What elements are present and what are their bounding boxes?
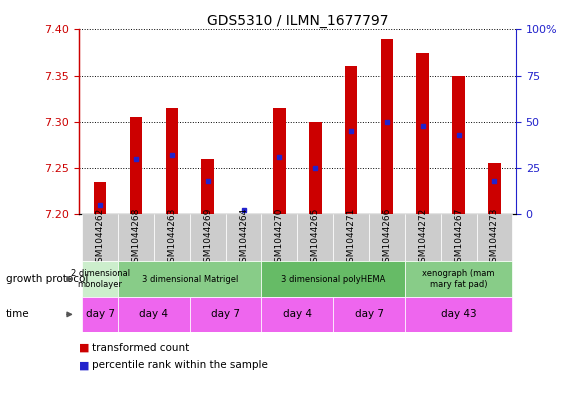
Bar [82, 214, 118, 261]
Text: GSM1044268: GSM1044268 [132, 208, 141, 268]
Text: GSM1044263: GSM1044263 [167, 208, 177, 268]
Text: 3 dimensional Matrigel: 3 dimensional Matrigel [142, 275, 238, 283]
Title: GDS5310 / ILMN_1677797: GDS5310 / ILMN_1677797 [206, 15, 388, 28]
Text: day 4: day 4 [139, 309, 168, 320]
Bar [82, 261, 118, 297]
Bar [309, 122, 321, 214]
Bar [118, 261, 262, 297]
Text: GSM1044273: GSM1044273 [490, 208, 499, 268]
Bar [416, 53, 429, 214]
Bar [190, 297, 262, 332]
Text: growth protocol: growth protocol [6, 274, 88, 284]
Bar [405, 214, 441, 261]
Bar [488, 163, 501, 214]
Text: GSM1044271: GSM1044271 [346, 208, 356, 268]
Bar [345, 66, 357, 214]
Bar [262, 261, 405, 297]
Text: day 4: day 4 [283, 309, 312, 320]
Text: day 7: day 7 [211, 309, 240, 320]
Text: day 7: day 7 [86, 309, 115, 320]
Bar [118, 297, 190, 332]
Text: GSM1044272: GSM1044272 [418, 208, 427, 268]
Text: xenograph (mam
mary fat pad): xenograph (mam mary fat pad) [422, 269, 495, 289]
Bar [166, 108, 178, 214]
Text: day 43: day 43 [441, 309, 476, 320]
Bar [154, 214, 190, 261]
Bar [405, 297, 512, 332]
Text: percentile rank within the sample: percentile rank within the sample [92, 360, 268, 371]
Text: 2 dimensional
monolayer: 2 dimensional monolayer [71, 269, 130, 289]
Text: ■: ■ [79, 360, 89, 371]
Text: transformed count: transformed count [92, 343, 189, 353]
Text: 3 dimensional polyHEMA: 3 dimensional polyHEMA [281, 275, 385, 283]
Bar [226, 214, 262, 261]
Text: day 7: day 7 [354, 309, 384, 320]
Bar [452, 76, 465, 214]
Bar [333, 214, 369, 261]
Bar [118, 214, 154, 261]
Bar [369, 214, 405, 261]
Text: GSM1044266: GSM1044266 [382, 208, 391, 268]
Bar [381, 39, 393, 214]
Text: GSM1044264: GSM1044264 [239, 208, 248, 268]
Bar [441, 214, 476, 261]
Bar [405, 261, 512, 297]
Text: GSM1044267: GSM1044267 [454, 208, 463, 268]
Text: ■: ■ [79, 343, 89, 353]
Bar [333, 297, 405, 332]
Bar [202, 159, 214, 214]
Bar [273, 108, 286, 214]
Bar [262, 214, 297, 261]
Text: GSM1044265: GSM1044265 [311, 208, 319, 268]
Text: GSM1044262: GSM1044262 [96, 208, 105, 268]
Bar [82, 297, 118, 332]
Text: GSM1044270: GSM1044270 [275, 208, 284, 268]
Bar [262, 297, 333, 332]
Bar [190, 214, 226, 261]
Bar [130, 117, 142, 214]
Text: time: time [6, 309, 30, 320]
Bar [94, 182, 107, 214]
Bar [476, 214, 512, 261]
Bar [297, 214, 333, 261]
Text: GSM1044269: GSM1044269 [203, 208, 212, 268]
